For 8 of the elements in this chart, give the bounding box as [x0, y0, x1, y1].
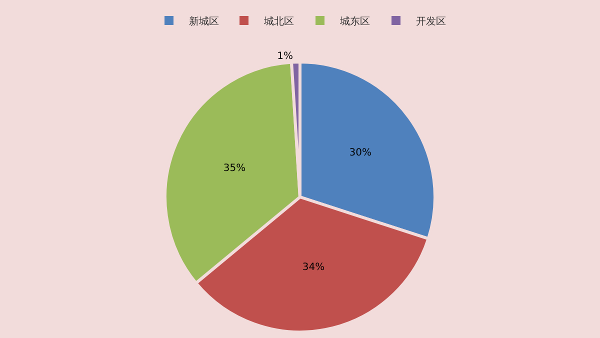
data-label: 34%: [302, 262, 325, 274]
legend-label: 城北区: [263, 15, 294, 28]
legend-label: 城东区: [339, 15, 370, 28]
legend-label: 开发区: [416, 16, 446, 28]
data-label: 35%: [223, 163, 246, 174]
legend-label: 新城区: [189, 15, 219, 28]
data-label: 1%: [277, 51, 294, 62]
data-label: 30%: [349, 148, 372, 159]
